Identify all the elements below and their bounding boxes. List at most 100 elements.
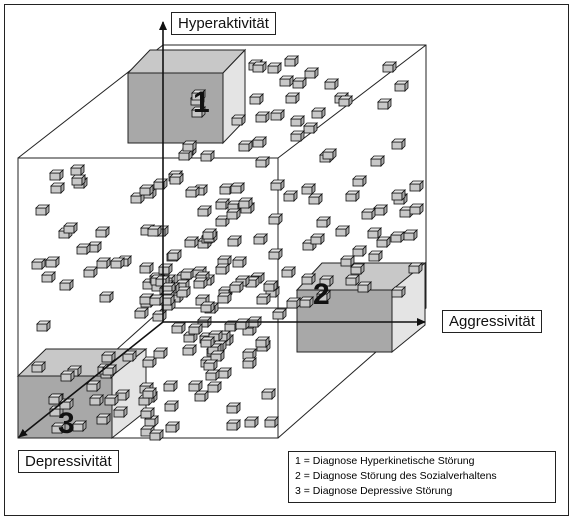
mini-cube <box>180 268 195 280</box>
mini-cube <box>319 275 334 287</box>
mini-cube <box>41 271 56 283</box>
legend-item-3: 3 = Diagnose Depressive Störung <box>295 485 453 497</box>
mini-cube <box>71 174 86 186</box>
mini-cube <box>255 111 270 123</box>
mini-cube <box>60 370 75 382</box>
mini-cube <box>153 347 168 359</box>
mini-cube <box>95 226 110 238</box>
mini-cube <box>255 336 270 348</box>
mini-cube <box>215 263 230 275</box>
mini-cube <box>169 173 184 185</box>
mini-cube <box>89 394 104 406</box>
mini-cube <box>301 183 316 195</box>
mini-cube <box>76 243 91 255</box>
mini-cube <box>200 301 215 313</box>
mini-cube <box>368 250 383 262</box>
mini-cube <box>352 175 367 187</box>
mini-cube <box>345 190 360 202</box>
mini-cube <box>50 182 65 194</box>
mini-cube <box>207 381 222 393</box>
mini-cube <box>149 294 164 306</box>
x-axis-label: Aggressivität <box>442 310 542 333</box>
mini-cube <box>83 266 98 278</box>
mini-cube <box>270 109 285 121</box>
mini-cube <box>290 130 305 142</box>
mini-cube <box>340 255 355 267</box>
mini-cube <box>226 419 241 431</box>
mini-cube <box>197 205 212 217</box>
mini-cube <box>242 348 257 360</box>
legend-box: 1 = Diagnose Hyperkinetische Störung 2 =… <box>288 451 556 503</box>
mini-cube <box>188 323 203 335</box>
figure-frame <box>4 4 569 516</box>
mini-cube <box>115 389 130 401</box>
mini-cube <box>244 416 259 428</box>
mini-cube <box>391 286 406 298</box>
mini-cube <box>286 297 301 309</box>
mini-cube <box>322 148 337 160</box>
mini-cube <box>104 394 119 406</box>
mini-cube <box>238 197 253 209</box>
mini-cube <box>215 198 230 210</box>
mini-cube <box>403 229 418 241</box>
y-axis-label: Hyperaktivität <box>171 12 276 35</box>
mini-cube <box>51 422 66 434</box>
mini-cube <box>153 178 168 190</box>
mini-cube <box>45 256 60 268</box>
region-number-1: 1 <box>193 86 210 119</box>
mini-cube <box>408 262 423 274</box>
mini-cube <box>167 249 182 261</box>
mini-cube <box>139 184 154 196</box>
mini-cube <box>202 228 217 240</box>
mini-cube <box>409 180 424 192</box>
mini-cube <box>279 75 294 87</box>
mini-cube <box>345 274 360 286</box>
mini-cube <box>285 92 300 104</box>
mini-cube <box>367 227 382 239</box>
mini-cube <box>230 182 245 194</box>
mini-cube <box>361 208 376 220</box>
mini-cube <box>191 106 206 118</box>
mini-cube <box>185 186 200 198</box>
mini-cube <box>191 89 206 101</box>
mini-cube <box>303 122 318 134</box>
mini-cube <box>324 78 339 90</box>
mini-cube <box>142 387 157 399</box>
mini-cube <box>272 308 287 320</box>
mini-cube <box>376 236 391 248</box>
mini-cube <box>139 262 154 274</box>
mini-cube <box>102 364 117 376</box>
region-number-3: 3 <box>58 407 75 440</box>
mini-cube <box>391 138 406 150</box>
mini-cube <box>350 263 365 275</box>
mini-cube <box>194 390 209 402</box>
mini-cube <box>311 107 326 119</box>
mini-cube <box>338 95 353 107</box>
mini-cube <box>59 279 74 291</box>
z-axis-label: Depressivität <box>18 450 119 473</box>
mini-cube <box>235 318 250 330</box>
mini-cube <box>357 281 372 293</box>
mini-cube <box>268 213 283 225</box>
mini-cube <box>205 369 220 381</box>
mini-cube <box>96 257 111 269</box>
cube-front-face <box>17 157 279 439</box>
mini-cube <box>226 402 241 414</box>
mini-cube <box>261 388 276 400</box>
mini-cube <box>264 416 279 428</box>
mini-cube <box>152 310 167 322</box>
mini-cube <box>373 204 388 216</box>
mini-cube <box>370 155 385 167</box>
mini-cube <box>231 114 246 126</box>
mini-cube <box>335 225 350 237</box>
mini-cube <box>31 361 46 373</box>
data-points <box>31 55 424 441</box>
mini-cube <box>394 80 409 92</box>
region-box-1 <box>126 48 247 145</box>
mini-cube <box>283 190 298 202</box>
mini-cube <box>182 140 197 152</box>
mini-cube <box>316 216 331 228</box>
mini-cube <box>238 140 253 152</box>
mini-cube <box>227 235 242 247</box>
